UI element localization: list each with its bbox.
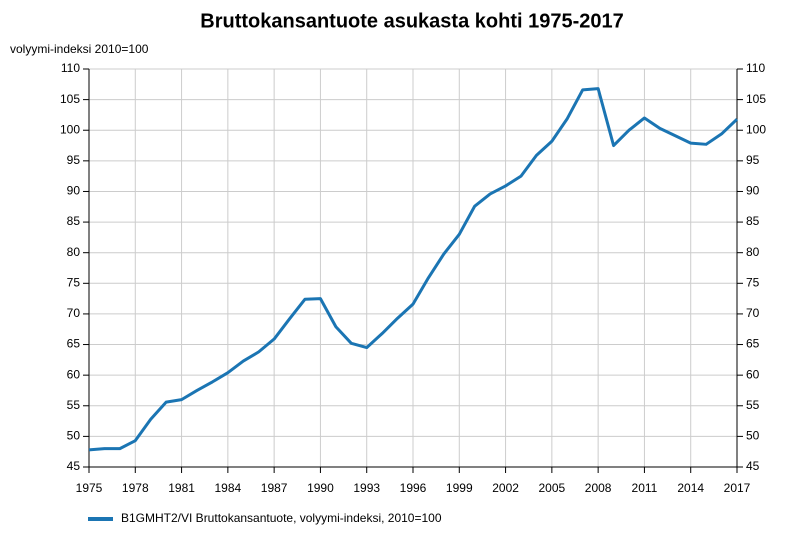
- y-tick-label: 85: [67, 214, 81, 228]
- x-tick-label: 1996: [400, 481, 427, 495]
- x-tick-label: 2002: [492, 481, 519, 495]
- x-tick-label: 1978: [122, 481, 149, 495]
- x-tick-label: 2014: [677, 481, 704, 495]
- chart-title: Bruttokansantuote asukasta kohti 1975-20…: [200, 10, 624, 32]
- y2-tick-label: 95: [746, 153, 760, 167]
- y2-tick-label: 70: [746, 306, 760, 320]
- x-tick-label: 1990: [307, 481, 334, 495]
- x-tick-label: 1993: [353, 481, 380, 495]
- x-tick-label: 1975: [76, 481, 103, 495]
- y2-tick-label: 55: [746, 398, 760, 412]
- y-tick-label: 55: [67, 398, 81, 412]
- y2-tick-label: 50: [746, 429, 760, 443]
- x-tick-label: 1981: [168, 481, 195, 495]
- y-tick-label: 70: [67, 306, 81, 320]
- x-tick-label: 2005: [539, 481, 566, 495]
- y2-tick-label: 45: [746, 459, 760, 473]
- y-tick-label: 90: [67, 184, 81, 198]
- y2-tick-label: 75: [746, 275, 760, 289]
- y-tick-label: 105: [60, 92, 80, 106]
- y-tick-label: 45: [67, 459, 81, 473]
- x-tick-label: 2008: [585, 481, 612, 495]
- y2-tick-label: 105: [746, 92, 766, 106]
- x-tick-label: 1984: [215, 481, 242, 495]
- y2-tick-label: 80: [746, 245, 760, 259]
- y-tick-label: 60: [67, 367, 81, 381]
- y2-tick-label: 65: [746, 337, 760, 351]
- y2-tick-label: 100: [746, 122, 766, 136]
- y2-tick-label: 90: [746, 184, 760, 198]
- y-tick-label: 80: [67, 245, 81, 259]
- y-tick-label: 95: [67, 153, 81, 167]
- y2-tick-label: 60: [746, 367, 760, 381]
- x-tick-label: 1999: [446, 481, 473, 495]
- x-tick-label: 1987: [261, 481, 288, 495]
- y-tick-label: 50: [67, 429, 81, 443]
- x-tick-label: 2011: [632, 481, 658, 495]
- y-axis-label: volyymi-indeksi 2010=100: [10, 42, 149, 56]
- y-tick-label: 75: [67, 275, 81, 289]
- y2-tick-label: 110: [746, 61, 765, 75]
- y-tick-label: 100: [60, 122, 80, 136]
- data-line: [88, 87, 739, 452]
- y2-tick-label: 85: [746, 214, 760, 228]
- y-tick-label: 110: [61, 61, 80, 75]
- x-tick-label: 2017: [724, 481, 751, 495]
- legend-label: B1GMHT2/VI Bruttokansantuote, volyymi-in…: [121, 511, 442, 525]
- y-tick-label: 65: [67, 337, 81, 351]
